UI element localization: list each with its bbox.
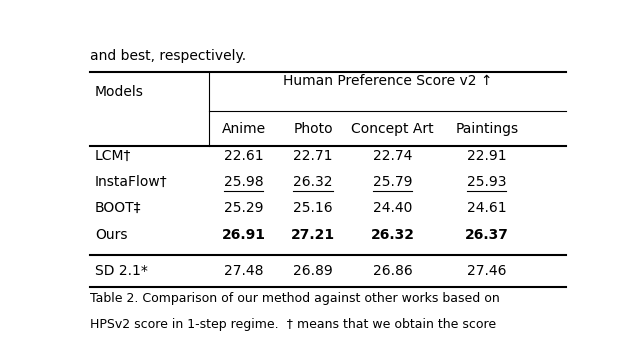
Text: 26.91: 26.91 (221, 227, 266, 241)
Text: 22.91: 22.91 (467, 149, 506, 163)
Text: 25.98: 25.98 (224, 175, 264, 189)
Text: Table 2. Comparison of our method against other works based on: Table 2. Comparison of our method agains… (90, 292, 500, 305)
Text: 27.48: 27.48 (224, 264, 264, 278)
Text: 25.93: 25.93 (467, 175, 506, 189)
Text: 24.61: 24.61 (467, 201, 506, 215)
Text: HPSv2 score in 1-step regime.  † means that we obtain the score: HPSv2 score in 1-step regime. † means th… (90, 318, 496, 331)
Text: Ours: Ours (95, 227, 127, 241)
Text: and best, respectively.: and best, respectively. (90, 49, 246, 63)
Text: 25.29: 25.29 (224, 201, 264, 215)
Text: 24.40: 24.40 (372, 201, 412, 215)
Text: 25.79: 25.79 (372, 175, 412, 189)
Text: 27.46: 27.46 (467, 264, 506, 278)
Text: Models: Models (95, 85, 144, 99)
Text: Paintings: Paintings (455, 121, 518, 136)
Text: 27.21: 27.21 (291, 227, 335, 241)
Text: 26.37: 26.37 (465, 227, 509, 241)
Text: 26.32: 26.32 (371, 227, 415, 241)
Text: 22.74: 22.74 (372, 149, 412, 163)
Text: BOOT‡: BOOT‡ (95, 201, 141, 215)
Text: InstaFlow†: InstaFlow† (95, 175, 168, 189)
Text: 26.86: 26.86 (372, 264, 412, 278)
Text: 26.32: 26.32 (293, 175, 333, 189)
Text: Anime: Anime (221, 121, 266, 136)
Text: 25.16: 25.16 (293, 201, 333, 215)
Text: Human Preference Score v2 ↑: Human Preference Score v2 ↑ (283, 74, 492, 88)
Text: 26.89: 26.89 (293, 264, 333, 278)
Text: SD 2.1*: SD 2.1* (95, 264, 148, 278)
Text: Photo: Photo (293, 121, 333, 136)
Text: LCM†: LCM† (95, 149, 131, 163)
Text: Concept Art: Concept Art (351, 121, 434, 136)
Text: 22.71: 22.71 (293, 149, 333, 163)
Text: 22.61: 22.61 (224, 149, 264, 163)
